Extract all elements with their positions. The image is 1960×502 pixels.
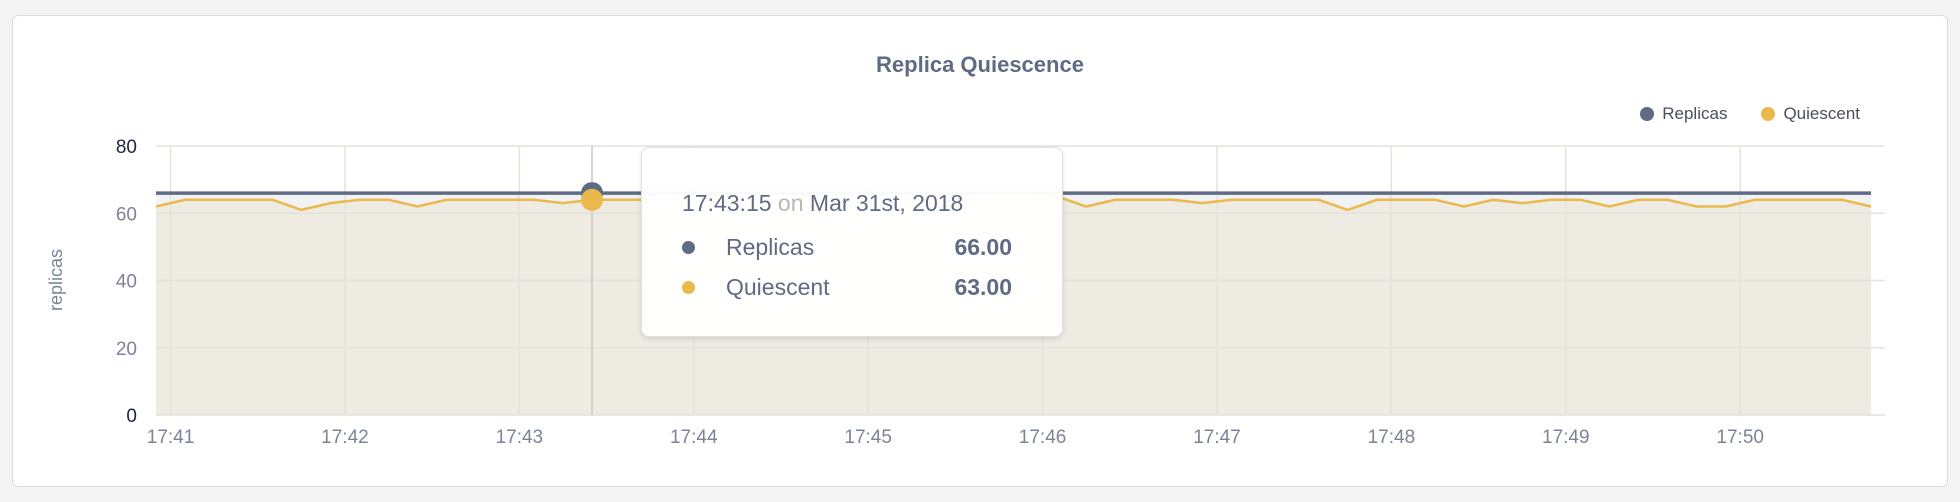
x-tick-label: 17:47 <box>1193 427 1241 448</box>
tooltip-date: Mar 31st, 2018 <box>809 190 964 216</box>
y-tick-label: 80 <box>116 137 137 158</box>
tooltip-row-quiescent: Quiescent 63.00 <box>682 274 1012 301</box>
x-tick-label: 17:49 <box>1542 427 1590 448</box>
x-tick-label: 17:50 <box>1716 427 1764 448</box>
tooltip-series-name: Replicas <box>726 234 815 260</box>
tooltip-header: 17:43:15 on Mar 31st, 2018 <box>682 190 963 217</box>
tooltip-value: 63.00 <box>954 274 1012 300</box>
y-axis-label: replicas <box>46 249 66 311</box>
tooltip-time: 17:43:15 <box>682 190 772 216</box>
tooltip-value: 66.00 <box>954 234 1012 260</box>
legend-item-quiescent[interactable]: Quiescent <box>1761 104 1860 124</box>
x-tick-label: 17:42 <box>321 427 369 448</box>
quiescent-dot-icon <box>682 281 695 294</box>
y-tick-label: 0 <box>126 406 137 427</box>
tooltip-series-name: Quiescent <box>726 274 830 300</box>
tooltip-on: on <box>777 190 804 216</box>
y-tick-label: 40 <box>116 272 137 293</box>
legend-label: Replicas <box>1662 104 1728 123</box>
legend-item-replicas[interactable]: Replicas <box>1640 104 1727 124</box>
tooltip-row-replicas: Replicas 66.00 <box>682 234 1012 261</box>
x-tick-label: 17:41 <box>147 427 195 448</box>
quiescent-dot-icon <box>1761 107 1776 121</box>
hover-marker-quiescent <box>581 188 604 211</box>
chart-title: Replica Quiescence <box>876 52 1084 77</box>
legend-label: Quiescent <box>1783 104 1860 123</box>
x-tick-label: 17:48 <box>1368 427 1416 448</box>
y-tick-label: 20 <box>116 339 137 360</box>
x-tick-label: 17:46 <box>1019 427 1067 448</box>
legend: Replicas Quiescent <box>1640 104 1860 124</box>
replicas-dot-icon <box>682 241 695 254</box>
x-tick-label: 17:44 <box>670 427 718 448</box>
y-tick-label: 60 <box>116 204 137 225</box>
tooltip: 17:43:15 on Mar 31st, 2018 Replicas 66.0… <box>641 147 1063 337</box>
x-tick-label: 17:45 <box>844 427 892 448</box>
replicas-dot-icon <box>1640 107 1655 121</box>
x-tick-label: 17:43 <box>496 427 544 448</box>
